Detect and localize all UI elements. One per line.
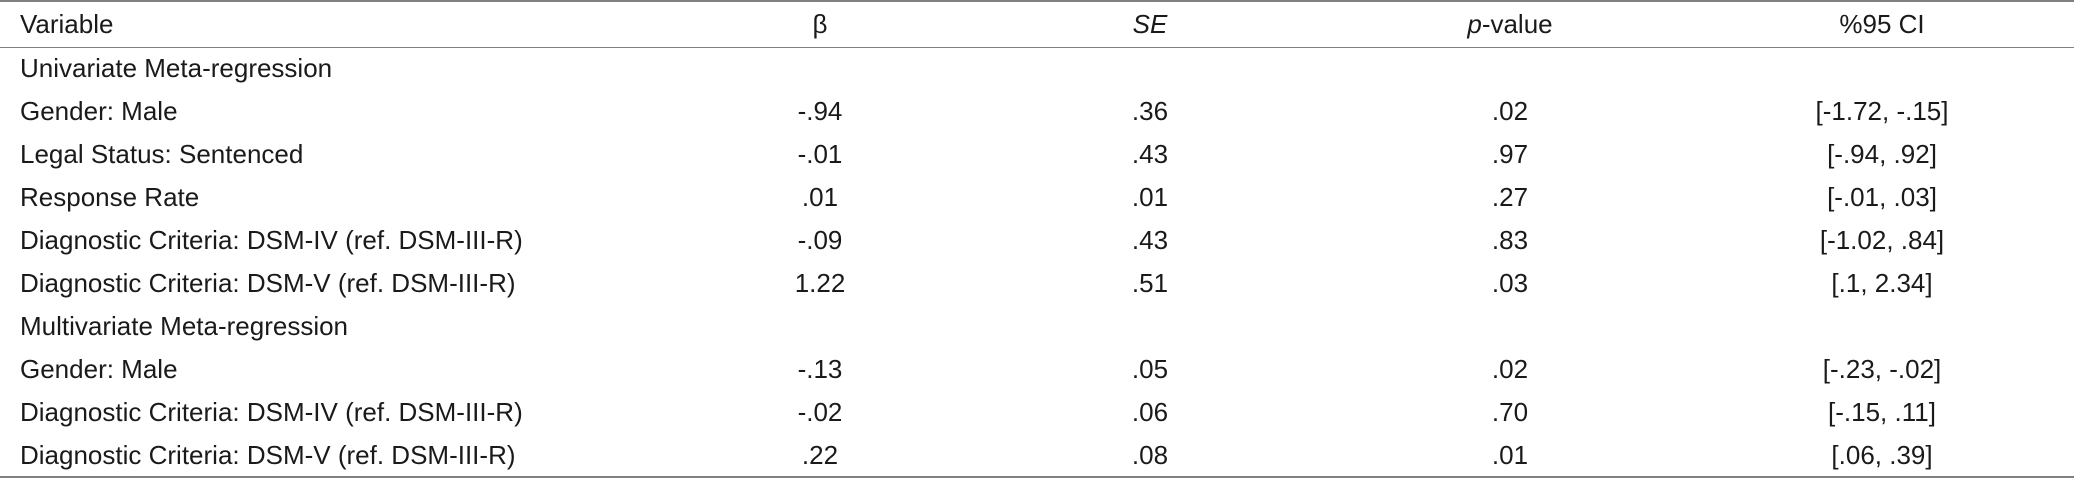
table-row: Response Rate .01 .01 .27 [-.01, .03]	[0, 176, 2074, 219]
table-header: Variable β SE p-value %95 CI	[0, 0, 2074, 48]
cell-p-value: .83	[1491, 225, 1529, 255]
header-se: SE	[970, 0, 1330, 48]
cell-p-value: .01	[1330, 434, 1690, 478]
cell-beta: .01	[801, 182, 839, 212]
cell-se: .43	[1131, 225, 1169, 255]
table-row: Diagnostic Criteria: DSM-IV (ref. DSM-II…	[0, 219, 2074, 262]
cell-p-value: .27	[1491, 182, 1529, 212]
cell-p-value: .02	[1491, 96, 1529, 126]
header-p-letter: p	[1467, 8, 1482, 39]
cell-se: .43	[1131, 139, 1169, 169]
cell-variable: Diagnostic Criteria: DSM-V (ref. DSM-III…	[20, 268, 516, 298]
header-p-value: p-value	[1330, 0, 1690, 48]
table-row: Gender: Male -.13 .05 .02 [-.23, -.02]	[0, 348, 2074, 391]
cell-se: .08	[970, 434, 1330, 478]
cell-ci: [-1.72, -.15]	[1815, 96, 1949, 126]
cell-se: .36	[1131, 96, 1169, 126]
cell-ci: [.1, 2.34]	[1831, 268, 1933, 298]
header-row: Variable β SE p-value %95 CI	[0, 0, 2074, 48]
cell-variable: Gender: Male	[20, 354, 178, 384]
cell-se: .06	[1131, 397, 1169, 427]
section-label: Multivariate Meta-regression	[20, 311, 349, 341]
cell-ci: [-.94, .92]	[1827, 139, 1937, 169]
header-ci: %95 CI	[1690, 0, 2074, 48]
cell-p-value: .03	[1491, 268, 1529, 298]
cell-p-value: .97	[1491, 139, 1529, 169]
cell-ci: [-.15, .11]	[1828, 397, 1936, 427]
cell-p-value: .02	[1491, 354, 1529, 384]
cell-variable: Gender: Male	[20, 96, 178, 126]
cell-ci: [-.01, .03]	[1827, 182, 1937, 212]
cell-ci: [-1.02, .84]	[1819, 225, 1945, 255]
table-body: Univariate Meta-regression Gender: Male …	[0, 47, 2074, 478]
cell-se: .01	[1131, 182, 1169, 212]
cell-variable: Response Rate	[20, 182, 200, 212]
cell-variable: Diagnostic Criteria: DSM-IV (ref. DSM-II…	[20, 397, 523, 427]
header-p-suffix: -value	[1481, 8, 1553, 39]
section-row-univariate: Univariate Meta-regression	[0, 47, 2074, 90]
table-row: Legal Status: Sentenced -.01 .43 .97 [-.…	[0, 133, 2074, 176]
cell-beta: -.09	[797, 225, 843, 255]
table-row: Diagnostic Criteria: DSM-IV (ref. DSM-II…	[0, 391, 2074, 434]
cell-beta: -.02	[797, 397, 843, 427]
cell-se: .51	[1131, 268, 1169, 298]
section-row-multivariate: Multivariate Meta-regression	[0, 305, 2074, 348]
table-row: Gender: Male -.94 .36 .02 [-1.72, -.15]	[0, 90, 2074, 133]
header-beta: β	[640, 0, 970, 48]
cell-p-value: .70	[1491, 397, 1529, 427]
cell-beta: .22	[640, 434, 970, 478]
table-row: Diagnostic Criteria: DSM-V (ref. DSM-III…	[0, 434, 2074, 478]
cell-beta: -.13	[797, 354, 843, 384]
table-row: Diagnostic Criteria: DSM-V (ref. DSM-III…	[0, 262, 2074, 305]
cell-beta: 1.22	[794, 268, 846, 298]
cell-se: .05	[1131, 354, 1169, 384]
header-variable: Variable	[0, 0, 640, 48]
cell-variable: Diagnostic Criteria: DSM-IV (ref. DSM-II…	[20, 225, 523, 255]
section-label: Univariate Meta-regression	[20, 53, 333, 84]
cell-beta: -.01	[797, 139, 843, 169]
cell-ci: [.06, .39]	[1690, 434, 2074, 478]
cell-variable: Legal Status: Sentenced	[20, 139, 304, 169]
cell-variable: Diagnostic Criteria: DSM-V (ref. DSM-III…	[0, 434, 640, 478]
cell-ci: [-.23, -.02]	[1822, 354, 1942, 384]
cell-beta: -.94	[797, 96, 843, 126]
